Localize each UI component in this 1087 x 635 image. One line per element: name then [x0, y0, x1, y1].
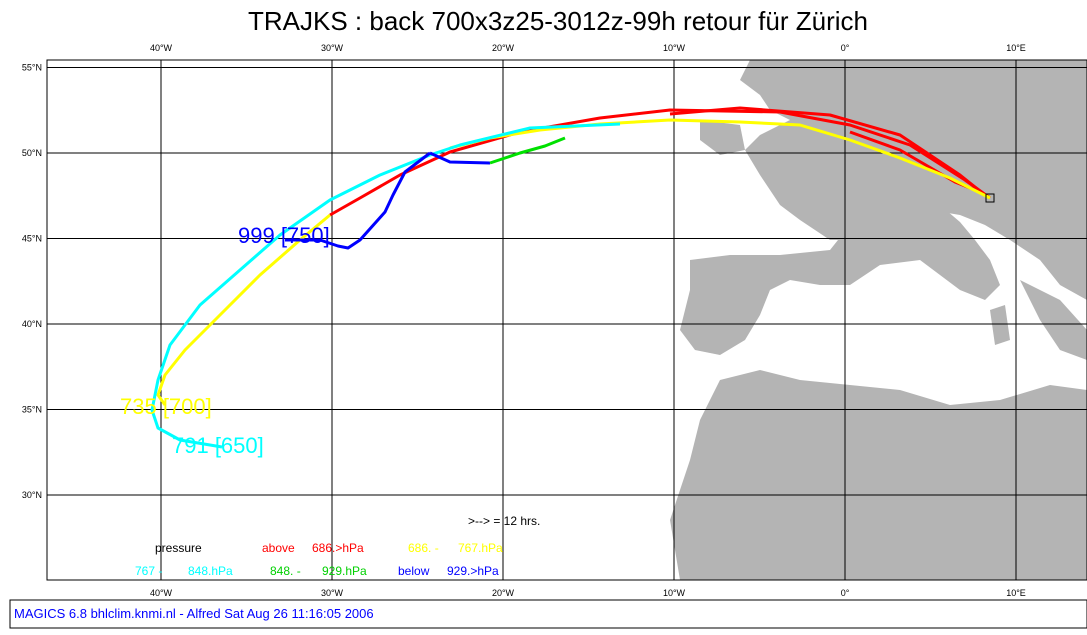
legend-range: 929.>hPa — [447, 564, 499, 578]
trajectory-label: 999 [750] — [238, 223, 330, 248]
legend: above 686.>hPa 686. - 767.hPa 767 - 848.… — [135, 541, 503, 578]
map-frame — [46, 59, 1087, 581]
lon-label: 30°W — [321, 588, 344, 598]
lon-label: 10°W — [663, 43, 686, 53]
legend-range: 848.hPa — [188, 564, 233, 578]
trajectories — [150, 106, 991, 449]
legend-range: 848. - — [270, 564, 301, 578]
trajectory-segment — [150, 153, 431, 449]
lon-label: 40°W — [150, 43, 173, 53]
lon-label: 30°W — [321, 43, 344, 53]
trajectory-segment — [429, 151, 491, 165]
trajectory-segment — [329, 108, 991, 217]
graticule: 40°W 40°W 30°W 30°W 20°W 20°W 10°W 10°W 0° 0° 10°E… — [22, 43, 1087, 598]
station-marker — [985, 193, 995, 203]
lon-label: 0° — [841, 588, 850, 598]
legend-range: 686.>hPa — [312, 541, 364, 555]
legend-range: 767 - — [135, 564, 162, 578]
lon-label: 20°W — [492, 43, 515, 53]
legend-heading: pressure — [155, 541, 202, 555]
legend-range: 929.hPa — [322, 564, 367, 578]
lon-label: 0° — [841, 43, 850, 53]
legend-range: 686. - — [408, 541, 439, 555]
lat-label: 50°N — [22, 148, 42, 158]
trajectory-segment — [489, 136, 566, 165]
lon-label: 40°W — [150, 588, 173, 598]
arrow-note: >--> = 12 hrs. — [468, 514, 540, 528]
legend-range: above — [262, 541, 295, 555]
lon-label: 10°E — [1006, 588, 1026, 598]
trajectory-label: 791 [650] — [172, 433, 264, 458]
lat-label: 35°N — [22, 405, 42, 415]
lat-label: 30°N — [22, 490, 42, 500]
trajectory-segment — [285, 151, 431, 250]
legend-range: 767.hPa — [458, 541, 503, 555]
trajectory-segment — [669, 106, 986, 197]
lat-label: 45°N — [22, 234, 42, 244]
lat-label: 55°N — [22, 63, 42, 73]
footer: MAGICS 6.8 bhlclim.knmi.nl - Alfred Sat … — [14, 606, 374, 621]
lon-label: 10°E — [1006, 43, 1026, 53]
footer-frame — [9, 599, 1087, 629]
lon-label: 10°W — [663, 588, 686, 598]
lat-label: 40°N — [22, 319, 42, 329]
title: TRAJKS : back 700x3z25-3012z-99h retour … — [248, 6, 868, 36]
legend-range: below — [398, 564, 430, 578]
lon-label: 20°W — [492, 588, 515, 598]
trajectory-segment — [429, 122, 621, 157]
trajectory-segment — [449, 118, 991, 200]
trajectory-label: 735 [700] — [120, 394, 212, 419]
trajectory-segment — [156, 213, 331, 406]
